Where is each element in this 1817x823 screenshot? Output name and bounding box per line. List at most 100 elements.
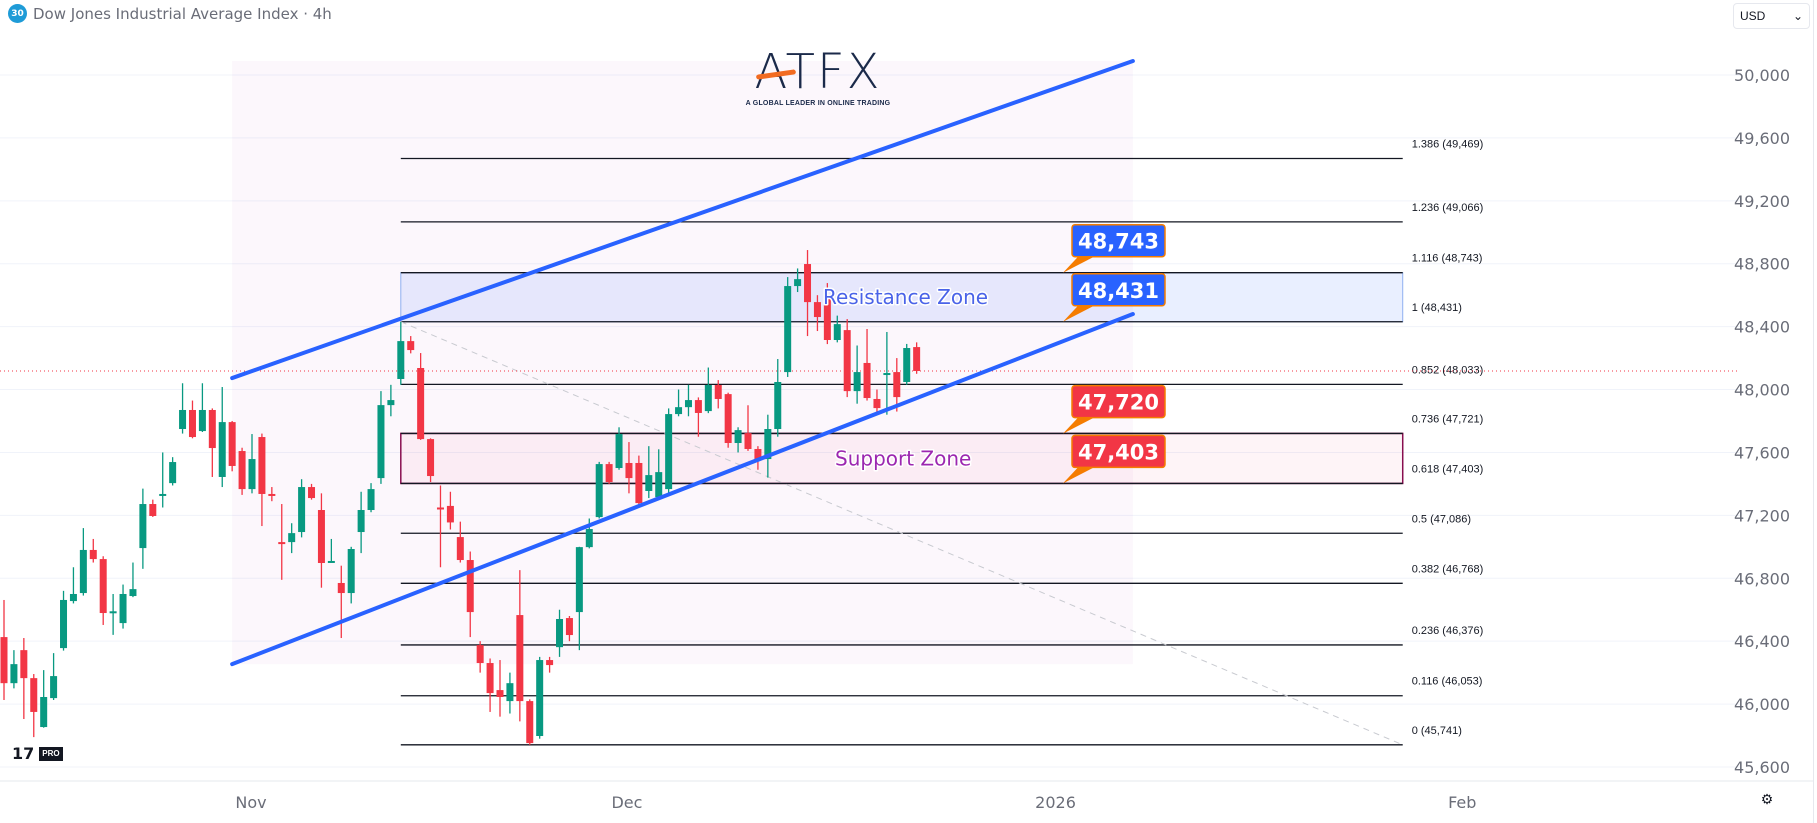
candle-bearish [99,556,107,625]
candle-body [10,664,18,684]
candle-bullish [655,449,663,500]
candle-body [417,367,425,440]
candle-body [774,381,782,430]
tradingview-logo[interactable]: 17 PRO [12,745,63,763]
fib-level-label: 0.618 (47,403) [1412,463,1484,475]
y-tick-label: 46,800 [1734,569,1790,588]
gear-icon[interactable]: ⚙ [1760,791,1774,807]
candle-body [119,593,127,624]
candle-bearish [317,493,325,588]
candle-bearish [843,319,851,398]
candle-body [377,405,385,479]
dashed-trend-line [400,321,1403,746]
candle-body [248,459,256,490]
candle-body [615,434,623,469]
chevron-down-icon: ⌄ [1792,9,1803,23]
candle-body [79,549,87,594]
y-tick-label: 48,000 [1734,381,1790,400]
callout-text: 47,403 [1078,440,1159,464]
support-zone-label: Support Zone [835,446,971,470]
candle-body [446,505,454,523]
candle-bearish [407,336,415,354]
candle-bearish [417,353,425,440]
candle-body [427,439,435,477]
candle-bearish [30,674,38,738]
candle-bullish [833,315,841,343]
tradingview-mark-icon: 17 [12,744,35,763]
candle-body [466,560,474,613]
x-tick-label: Nov [235,793,266,812]
candle-bearish [565,616,573,642]
candle-bearish [635,455,643,506]
time-axis[interactable]: Nov Dec 2026 Feb [235,793,1476,812]
candle-body [69,593,77,602]
candle-body [853,372,861,392]
callout-text: 48,743 [1078,230,1159,254]
y-tick-label: 50,000 [1734,66,1790,85]
callout-pointer [1063,256,1094,273]
candle-body [873,398,881,409]
candle-body [327,560,335,563]
candle-bearish [714,380,722,409]
candle-bullish [198,383,206,433]
candle-body [159,493,167,496]
candle-bearish [268,487,276,502]
candle-bullish [119,584,127,629]
price-callouts[interactable]: 48,743 48,431 47,720 47,403 [1063,223,1166,484]
callout-box [1071,434,1166,469]
candle-body [684,400,692,408]
zones [400,272,1404,485]
candle-body [397,341,405,380]
candle-body [298,487,306,533]
candle-bullish [853,345,861,404]
candle-body [635,462,643,504]
candle-bearish [278,504,286,580]
candle-bearish [436,485,444,568]
candle-body [60,599,68,649]
currency-select[interactable]: USD ⌄ [1733,3,1810,29]
candle-bearish [476,641,484,673]
fib-level-label: 0 (45,741) [1412,725,1462,737]
candle-body [823,295,831,340]
candle-body [476,645,484,664]
candle-body [456,537,464,561]
callout-pointer [1063,417,1094,434]
price-axis[interactable]: 50,000 49,600 49,200 48,800 48,400 48,000 47,6… [1734,66,1790,777]
candle-body [764,429,772,460]
parallel-channel[interactable] [230,59,1135,667]
candle-bearish [466,551,474,638]
candle-bearish [823,283,831,345]
candle-body [526,701,534,744]
dashed-trendline[interactable] [400,321,1403,746]
candle-bearish [238,447,246,495]
candle-body [694,400,702,413]
candle-bullish [109,593,117,635]
candle-body [585,529,593,548]
fib-level-label: 0.382 (46,768) [1412,563,1484,575]
candle-bullish [734,427,742,453]
candle-body [794,279,802,287]
channel-lower-line [230,312,1135,667]
candle-body [645,475,653,491]
candle-bullish [298,479,306,538]
price-callout: 48,431 [1063,273,1166,322]
candle-bullish [764,414,772,478]
y-tick-label: 46,400 [1734,632,1790,651]
candle-bullish [79,528,87,596]
candle-body [357,510,365,533]
candle-bullish [575,546,583,651]
candle-body [228,422,236,466]
candle-body [129,589,137,597]
candle-bearish [804,250,812,337]
candle-bullish [60,590,68,651]
y-tick-label: 45,600 [1734,758,1790,777]
candle-body [556,618,564,648]
fib-level-label: 0.5 (47,086) [1412,513,1471,525]
candle-body [575,547,583,613]
candle-body [546,660,554,666]
candles [0,250,921,745]
candle-bearish [724,392,732,448]
candle-bearish [605,461,613,484]
candle-bullish [506,672,514,714]
